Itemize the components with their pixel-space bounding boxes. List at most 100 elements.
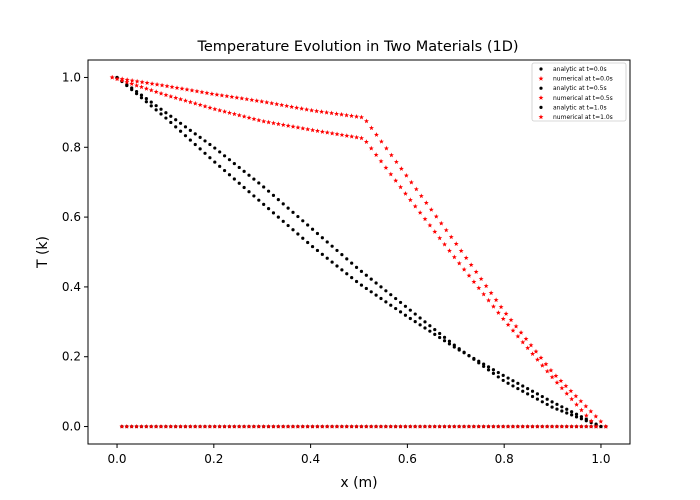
data-point-star [354, 423, 359, 429]
data-point-star [378, 138, 384, 144]
data-point-star [234, 95, 240, 100]
series-6 [109, 74, 599, 429]
data-point-star [578, 407, 584, 413]
data-point-star [202, 103, 208, 109]
data-point-star [373, 132, 379, 137]
data-point-star [173, 423, 179, 429]
data-point [257, 198, 261, 202]
data-point-star [231, 423, 237, 429]
data-point-star [212, 423, 218, 429]
data-point [482, 362, 486, 366]
data-point [252, 177, 256, 181]
data-point-star [197, 102, 203, 108]
data-point [345, 272, 349, 276]
data-point-star [466, 423, 472, 429]
data-point [149, 100, 153, 104]
data-point [530, 394, 535, 399]
data-point-star [443, 227, 449, 233]
data-point [315, 231, 320, 236]
data-point-star [528, 342, 534, 348]
data-point [310, 227, 315, 231]
data-point-star [310, 127, 316, 133]
data-point-star [510, 423, 516, 429]
x-tick-label: 0.6 [398, 452, 417, 466]
data-point [149, 104, 153, 108]
data-point-star [324, 129, 330, 135]
data-point-star [461, 423, 467, 429]
data-point [125, 83, 129, 88]
legend-marker-star [538, 76, 544, 81]
data-point [418, 323, 422, 327]
series-layer [109, 74, 609, 429]
data-point [442, 339, 447, 343]
data-point-star [442, 241, 448, 247]
data-point [335, 264, 339, 268]
data-point-star [246, 423, 252, 429]
data-point-star [144, 80, 150, 86]
data-point-star [564, 391, 570, 396]
data-point-star [207, 423, 213, 429]
data-point [438, 331, 442, 336]
y-tick-label: 1.0 [62, 70, 81, 84]
data-point [516, 381, 520, 385]
x-tick-label: 0.2 [204, 452, 223, 466]
data-point-star [329, 110, 335, 116]
data-point-star [427, 222, 433, 228]
data-point-star [530, 351, 536, 356]
data-point-star [275, 423, 281, 429]
data-point-star [187, 99, 193, 105]
data-point [271, 193, 276, 198]
data-point-star [534, 357, 540, 362]
data-point-star [194, 88, 200, 94]
data-point-star [168, 423, 174, 429]
data-point-star [437, 423, 443, 429]
data-point [428, 324, 432, 328]
data-point [364, 286, 368, 291]
data-point-star [134, 82, 140, 88]
data-point [530, 389, 535, 393]
data-point [174, 125, 178, 129]
data-point-star [159, 82, 165, 88]
data-point [276, 215, 280, 219]
data-point-star [378, 158, 384, 164]
data-point-star [378, 423, 384, 429]
data-point-star [368, 145, 374, 151]
data-point-star [138, 423, 144, 429]
x-tick-label: 0.4 [301, 452, 320, 466]
data-point [193, 132, 197, 136]
data-point [242, 185, 246, 190]
data-point-star [354, 113, 359, 119]
data-point-star [544, 423, 550, 429]
data-point-star [478, 276, 484, 282]
data-point [271, 211, 276, 215]
data-point-star [583, 423, 589, 429]
data-point-star [329, 130, 335, 136]
data-point [169, 120, 173, 125]
data-point-star [574, 423, 579, 429]
data-point [218, 164, 222, 168]
data-point-star [143, 86, 149, 91]
data-point-star [324, 423, 330, 429]
data-point-star [383, 165, 389, 170]
data-point-star [569, 423, 575, 429]
data-point [574, 412, 579, 416]
data-point [266, 189, 271, 193]
data-point-star [314, 108, 320, 114]
data-point-star [598, 418, 604, 424]
data-point-star [407, 197, 413, 203]
legend-label: analytic at t=0.5s [553, 85, 607, 92]
data-point-star [578, 423, 584, 429]
data-point [491, 368, 496, 372]
data-point-star [269, 100, 275, 106]
data-point [188, 128, 192, 132]
data-point-star [309, 107, 315, 113]
data-point-star [559, 423, 565, 429]
data-point-star [364, 118, 369, 124]
data-point [193, 142, 197, 147]
data-point-star [324, 109, 330, 115]
data-point-star [285, 423, 291, 429]
data-point [359, 269, 364, 273]
data-point-star [476, 285, 482, 291]
data-point-star [319, 129, 325, 134]
data-point-star [319, 423, 325, 429]
